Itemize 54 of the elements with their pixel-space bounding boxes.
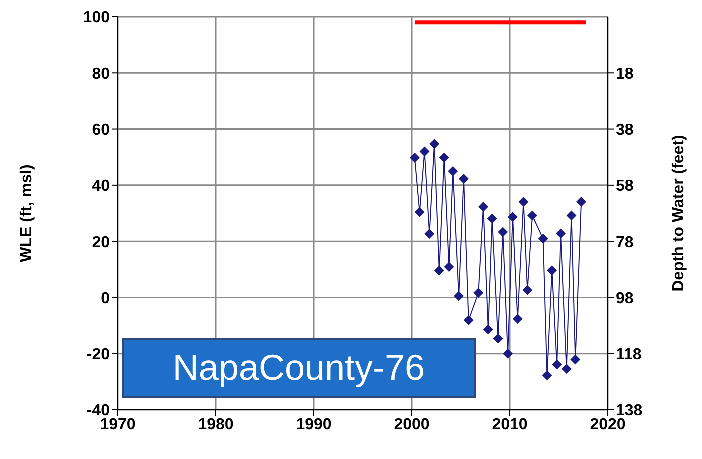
point	[464, 315, 474, 326]
y-tick-label: 0	[101, 290, 110, 308]
point	[414, 207, 425, 218]
y-tick-label: 80	[92, 66, 110, 83]
y2-axis-title: Depth to Water (feet)	[670, 135, 688, 292]
point	[547, 265, 558, 276]
point	[538, 234, 548, 244]
y-tick-label: 100	[83, 10, 110, 27]
x-tick-label: 1980	[198, 416, 234, 434]
point	[483, 324, 494, 335]
point	[430, 139, 440, 150]
point	[570, 354, 581, 365]
point	[512, 314, 523, 324]
point	[434, 266, 444, 276]
point	[542, 370, 552, 380]
point	[487, 214, 498, 224]
point	[498, 227, 508, 238]
x-tick-label: 1990	[296, 416, 332, 434]
point	[508, 212, 518, 222]
y-tick-label: -20	[86, 346, 110, 364]
point	[458, 174, 469, 184]
y2-tick-label: 38	[616, 122, 634, 139]
x-tick-label: 2010	[492, 416, 528, 434]
x-tick-label: 2000	[394, 416, 430, 434]
point	[444, 262, 454, 272]
point	[424, 228, 435, 239]
point	[552, 360, 562, 370]
y2-tick-label: 18	[616, 66, 634, 83]
y-tick-label: 40	[92, 178, 110, 196]
y2-tick-label: 118	[616, 346, 642, 364]
point	[503, 348, 514, 359]
annotation: NapaCounty-76	[122, 338, 476, 398]
y2-tick-label: 98	[616, 290, 634, 308]
point	[474, 288, 484, 298]
point	[562, 364, 572, 374]
point	[439, 152, 450, 163]
x-tick-label: 2020	[590, 416, 626, 434]
point	[576, 196, 587, 207]
y2-tick-label: 58	[616, 178, 634, 196]
point	[420, 146, 430, 157]
y2-tick-label: 78	[616, 234, 634, 252]
point	[556, 228, 566, 239]
point	[410, 152, 420, 163]
y-tick-label: 20	[92, 234, 110, 252]
y-tick-label: 60	[92, 122, 110, 139]
point	[566, 210, 577, 221]
point	[478, 202, 489, 212]
y-axis-title: WLE (ft, msl)	[18, 164, 36, 262]
point	[528, 210, 538, 221]
point	[518, 196, 529, 207]
point	[454, 291, 464, 302]
point	[493, 334, 504, 344]
point	[448, 166, 458, 176]
point	[522, 285, 533, 296]
